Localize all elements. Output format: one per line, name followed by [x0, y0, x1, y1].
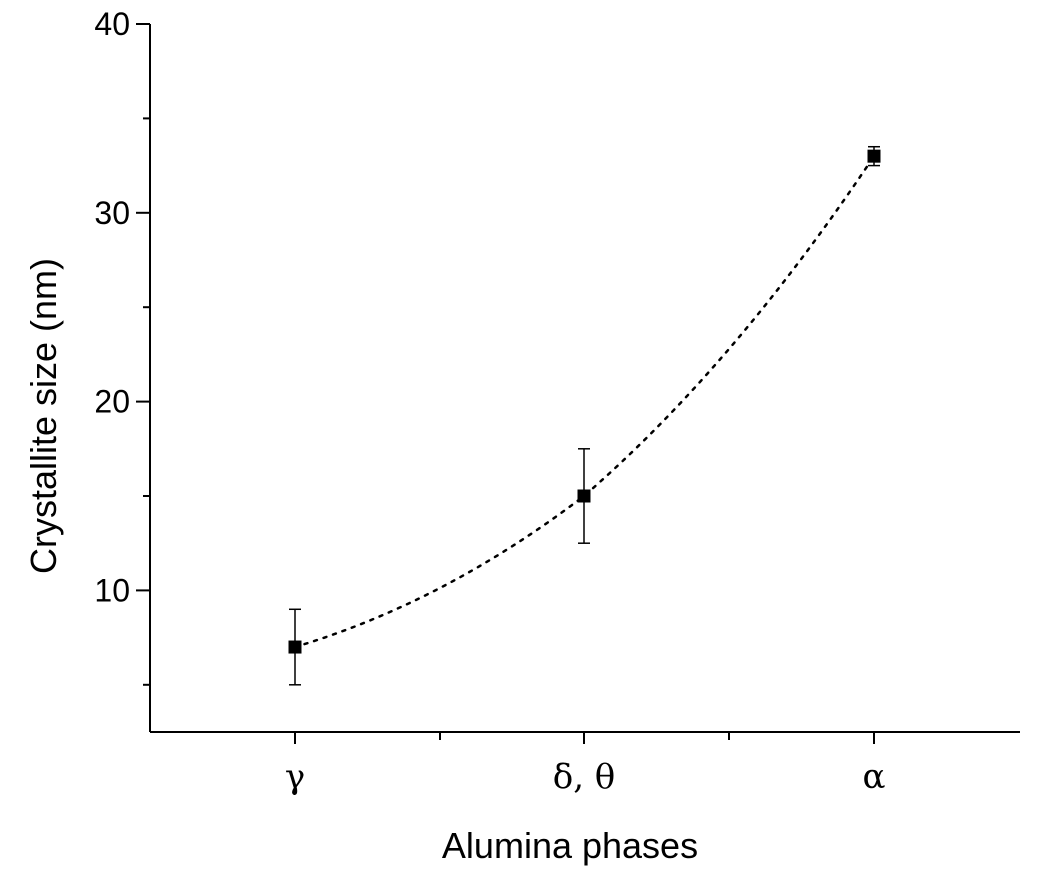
series-connector-line	[293, 154, 876, 649]
x-tick-label: γ	[285, 757, 305, 797]
data-point	[867, 149, 881, 163]
x-axis-title: Alumina phases	[442, 825, 698, 866]
data-series	[288, 145, 881, 686]
data-point	[577, 489, 591, 503]
x-tick-label: α	[863, 757, 886, 797]
axes	[149, 24, 1020, 733]
y-tick-label: 30	[94, 195, 130, 231]
y-axis-title: Crystallite size (nm)	[23, 258, 64, 574]
x-tick-label: δ, θ	[553, 757, 616, 797]
x-axis-ticks: γ δ, θ α	[285, 732, 886, 797]
y-tick-label: 20	[94, 384, 130, 420]
y-tick-label: 10	[94, 572, 130, 608]
data-point	[288, 640, 302, 654]
y-tick-label: 40	[94, 6, 130, 42]
y-axis-ticks: 10 20 30 40	[94, 6, 150, 686]
